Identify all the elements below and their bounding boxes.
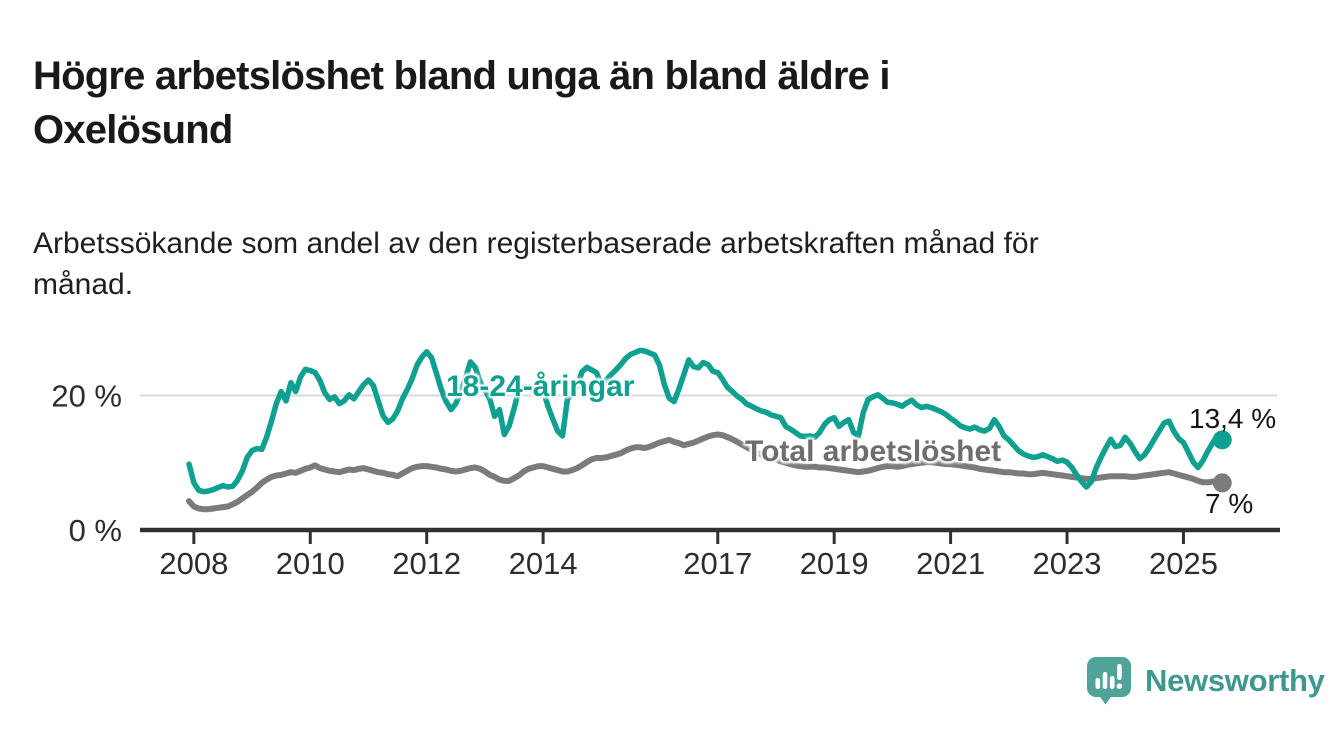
- page-title-line2: Oxelösund: [33, 107, 233, 152]
- series-end-dot-total: [1212, 473, 1232, 493]
- x-tick-label: 2017: [683, 546, 752, 581]
- x-tick-label: 2021: [916, 546, 985, 581]
- newsworthy-branding: Newsworthy: [1086, 656, 1325, 706]
- x-tick-label: 2008: [159, 546, 228, 581]
- newsworthy-wordmark: Newsworthy: [1145, 663, 1325, 698]
- series-line-total: [186, 431, 1226, 513]
- y-tick-label: 0 %: [69, 513, 122, 548]
- page-title-line1: Högre arbetslöshet bland unga än bland ä…: [33, 53, 890, 98]
- x-tick-label: 2019: [800, 546, 869, 581]
- chart-subtitle: Arbetssökande som andel av den registerb…: [33, 223, 1273, 305]
- x-tick-label: 2012: [392, 546, 461, 581]
- chart-subtitle-line2: månad.: [33, 268, 134, 301]
- x-tick-label: 2014: [509, 546, 578, 581]
- series-label-total: Total arbetslöshet: [745, 435, 1002, 468]
- end-value-label-total: 7 %: [1205, 488, 1254, 519]
- chart-subtitle-line1: Arbetssökande som andel av den registerb…: [33, 227, 1039, 260]
- x-tick-label: 2010: [276, 546, 345, 581]
- series-end-dot-young: [1212, 430, 1232, 450]
- x-tick-label: 2023: [1033, 546, 1102, 581]
- bar-chart-speech-bubble-icon: [1087, 657, 1131, 705]
- end-value-label-young: 13,4 %: [1189, 403, 1277, 434]
- series-line-young: [186, 347, 1226, 495]
- y-tick-label: 20 %: [51, 379, 122, 414]
- series-label-young: 18-24-åringar: [446, 370, 635, 403]
- page-title: Högre arbetslöshet bland unga än bland ä…: [33, 49, 1273, 157]
- x-tick-label: 2025: [1149, 546, 1218, 581]
